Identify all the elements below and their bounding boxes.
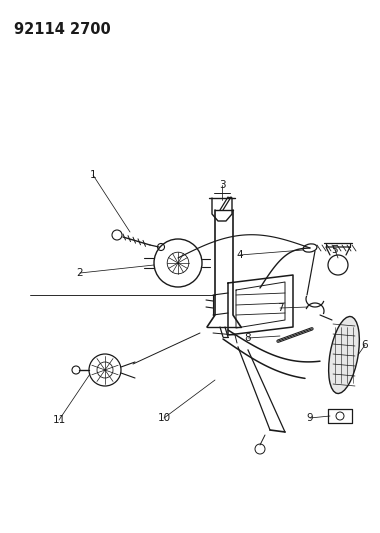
Text: 1: 1	[90, 170, 96, 180]
Text: 2: 2	[77, 268, 83, 278]
Text: 10: 10	[157, 413, 171, 423]
Text: 3: 3	[218, 180, 225, 190]
Text: 11: 11	[52, 415, 66, 425]
Text: 9: 9	[307, 413, 314, 423]
Ellipse shape	[329, 317, 359, 393]
Text: 92114 2700: 92114 2700	[14, 22, 111, 37]
Text: 8: 8	[245, 333, 251, 343]
Text: 4: 4	[237, 250, 243, 260]
Text: 7: 7	[277, 303, 283, 313]
Text: 6: 6	[362, 340, 368, 350]
Text: 5: 5	[332, 245, 338, 255]
